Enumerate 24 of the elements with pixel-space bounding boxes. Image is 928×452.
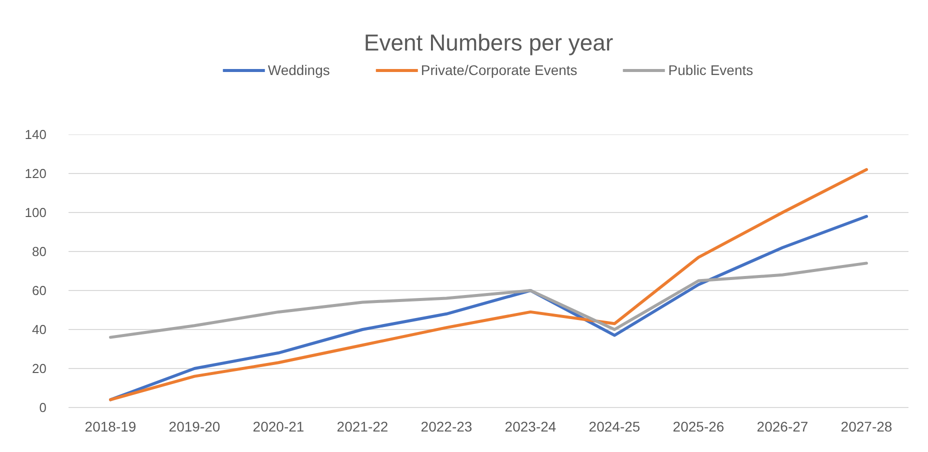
chart-title: Event Numbers per year	[364, 30, 614, 56]
legend-label: Private/Corporate Events	[420, 62, 578, 78]
y-tick-label: 120	[24, 166, 47, 181]
x-tick-label: 2025-26	[672, 418, 724, 434]
y-tick-label: 0	[39, 400, 47, 415]
y-tick-label: 100	[24, 205, 47, 220]
y-tick-label: 20	[32, 361, 47, 376]
y-tick-label: 40	[32, 322, 47, 337]
y-tick-label: 60	[32, 283, 47, 298]
y-tick-label: 80	[32, 244, 47, 259]
x-tick-label: 2021-22	[336, 418, 388, 434]
x-tick-label: 2026-27	[756, 418, 808, 434]
x-tick-label: 2019-20	[168, 418, 220, 434]
x-tick-label: 2027-28	[840, 418, 892, 434]
x-tick-label: 2020-21	[252, 418, 304, 434]
line-series	[109, 168, 868, 402]
legend-label: Public Events	[668, 62, 754, 78]
x-tick-label: 2023-24	[504, 418, 556, 434]
y-tick-label: 140	[24, 127, 47, 142]
x-tick-label: 2022-23	[420, 418, 472, 434]
legend-label: Weddings	[268, 62, 330, 78]
x-tick-label: 2018-19	[84, 418, 136, 434]
x-tick-label: 2024-25	[588, 418, 640, 434]
line-series	[109, 262, 868, 339]
